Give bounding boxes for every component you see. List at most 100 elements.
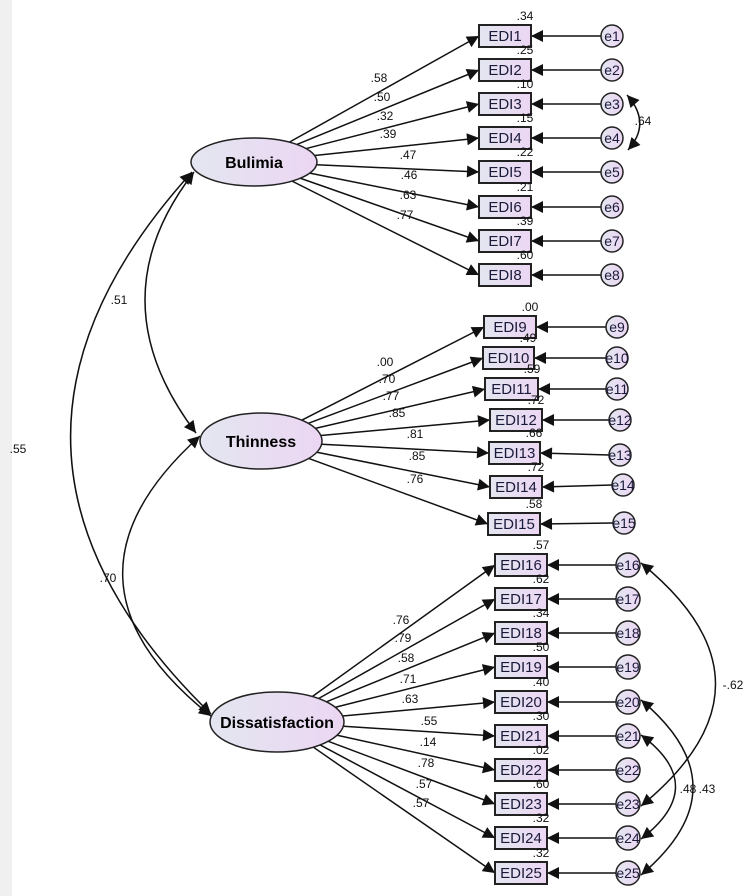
- covariance-label: -.62: [723, 678, 744, 692]
- loading-label: .79: [395, 631, 412, 645]
- r-squared-label: .32: [533, 811, 550, 825]
- r-squared-label: .66: [526, 426, 543, 440]
- loading-arrow-edi4: [314, 133, 480, 157]
- indicator-box-edi5: [478, 160, 532, 184]
- latent-bulimia: [190, 137, 318, 187]
- loading-arrow-edi10: [308, 356, 484, 425]
- r-squared-label: .00: [522, 300, 539, 314]
- indicator-box-edi21: [494, 724, 548, 748]
- loading-label: .63: [402, 692, 419, 706]
- loading-label: .58: [371, 71, 388, 85]
- error-circle-e6: [600, 195, 624, 219]
- error-label: e10: [605, 350, 629, 366]
- error-label: e20: [616, 694, 640, 710]
- indicator-box-edi20: [494, 690, 548, 714]
- loading-label: .32: [377, 109, 394, 123]
- indicator-box-edi13: [488, 441, 541, 465]
- error-circle-e19: [615, 654, 641, 680]
- indicator-label: EDI19: [500, 659, 542, 676]
- indicator-label: EDI11: [491, 381, 532, 398]
- loading-arrow-edi24: [319, 744, 496, 839]
- error-circle-e8: [600, 263, 624, 287]
- indicator-box-edi4: [478, 126, 532, 150]
- loading-label: .00: [377, 355, 394, 369]
- left-margin-strip: [0, 0, 12, 896]
- indicator-label: EDI6: [488, 199, 521, 216]
- r-squared-label: .34: [517, 9, 534, 23]
- loading-arrow-edi7: [300, 177, 480, 243]
- loading-label: .85: [409, 449, 426, 463]
- error-circle-e13: [608, 443, 632, 467]
- error-covariance-e21-e24: [640, 734, 677, 840]
- indicator-box-edi15: [487, 512, 541, 536]
- correlation-label: .70: [100, 571, 117, 585]
- error-circle-e11: [605, 377, 629, 401]
- loading-arrow-edi2: [296, 68, 480, 146]
- indicator-label: EDI7: [488, 233, 521, 250]
- loading-label: .77: [397, 208, 414, 222]
- r-squared-label: .34: [533, 606, 550, 620]
- indicator-box-edi2: [478, 58, 532, 82]
- error-label: e22: [616, 762, 640, 778]
- r-squared-label: .39: [517, 214, 534, 228]
- loading-label: .77: [383, 389, 400, 403]
- indicator-label: EDI16: [500, 557, 542, 574]
- error-circle-e22: [615, 757, 641, 783]
- error-circle-e15: [612, 511, 636, 535]
- error-label: e4: [604, 130, 620, 146]
- latent-dissatisfaction: [209, 691, 345, 753]
- error-circle-e25: [615, 860, 641, 886]
- r-squared-label: .58: [526, 497, 543, 511]
- r-squared-label: .60: [517, 248, 534, 262]
- loading-arrow-edi22: [336, 734, 496, 774]
- error-label: e13: [608, 447, 632, 463]
- loading-arrow-edi14: [316, 451, 491, 491]
- loading-arrow-edi25: [312, 746, 496, 874]
- correlation-arrow-bulimia-thinness: [144, 171, 197, 434]
- loading-arrow-edi3: [305, 101, 480, 150]
- r-squared-label: .02: [533, 743, 550, 757]
- r-squared-label: .49: [520, 331, 537, 345]
- error-circle-e12: [608, 408, 632, 432]
- loading-arrow-edi5: [316, 164, 480, 178]
- indicator-box-edi1: [478, 24, 532, 48]
- loading-label: .76: [393, 613, 410, 627]
- error-label: e3: [604, 96, 620, 112]
- error-label: e23: [616, 796, 640, 812]
- indicator-box-edi6: [478, 195, 532, 219]
- loading-arrow-edi13: [321, 443, 490, 459]
- latent-thinness: [199, 412, 323, 470]
- error-label: e21: [616, 728, 640, 744]
- error-label: e25: [616, 865, 640, 881]
- loading-arrow-edi23: [328, 740, 496, 806]
- error-covariance-e3-e4: [626, 94, 641, 151]
- error-label: e11: [606, 381, 629, 397]
- loading-label: .58: [398, 651, 415, 665]
- error-label: e8: [604, 267, 620, 283]
- r-squared-label: .57: [533, 538, 550, 552]
- error-circle-e17: [615, 586, 641, 612]
- error-label: e15: [612, 515, 636, 531]
- loading-arrow-edi8: [291, 180, 480, 276]
- error-label: e9: [609, 319, 625, 335]
- loading-arrow-edi12: [320, 415, 491, 437]
- error-label: e5: [604, 164, 620, 180]
- error-arrow-e13: [539, 447, 610, 460]
- indicator-box-edi16: [494, 553, 548, 577]
- loading-label: .50: [374, 90, 391, 104]
- error-circle-e5: [600, 160, 624, 184]
- error-circle-e1: [600, 24, 624, 48]
- loading-label: .76: [407, 472, 424, 486]
- error-label: e2: [604, 62, 620, 78]
- correlation-arrow-bulimia-dissatisfaction: [69, 171, 212, 715]
- indicator-box-edi11: [484, 377, 539, 401]
- r-squared-label: .50: [533, 640, 550, 654]
- indicator-label: EDI3: [488, 96, 521, 113]
- indicator-label: EDI20: [500, 694, 542, 711]
- loading-arrow-edi1: [289, 35, 480, 143]
- indicator-label: EDI23: [500, 796, 542, 813]
- indicator-label: EDI15: [493, 516, 535, 533]
- error-label: e12: [608, 412, 632, 428]
- loading-label: .63: [400, 188, 417, 202]
